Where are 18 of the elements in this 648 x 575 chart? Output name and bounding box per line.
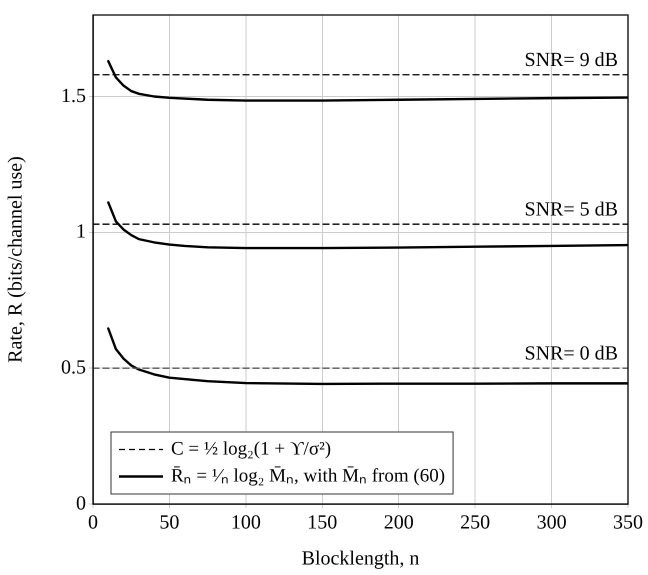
x-tick-label: 50 [159,511,180,534]
x-tick-label: 350 [613,511,643,534]
x-axis-title: Blocklength, n [302,547,420,570]
annotation: SNR= 5 dB [524,198,618,220]
annotation: SNR= 0 dB [524,342,618,364]
x-tick-label: 250 [460,511,490,534]
annotation: SNR= 9 dB [524,49,618,72]
y-tick-label: 0.5 [61,356,86,378]
y-tick-label: 1.5 [61,84,86,107]
x-tick-label: 300 [536,511,567,534]
y-tick-label: 1 [76,220,86,243]
y-axis-title: Rate, R (bits/channel use) [4,156,26,363]
legend-label: C = ½ log₂(1 + ϒ/σ²) [171,438,332,460]
y-tick-label: 0 [76,492,86,514]
legend-label: R̄ₙ = ¹⁄ₙ log₂ M̄ₙ, with M̄ₙ from (60) [171,465,446,486]
x-tick-label: 150 [307,511,338,534]
x-tick-label: 100 [230,511,261,534]
x-tick-label: 200 [384,511,414,534]
